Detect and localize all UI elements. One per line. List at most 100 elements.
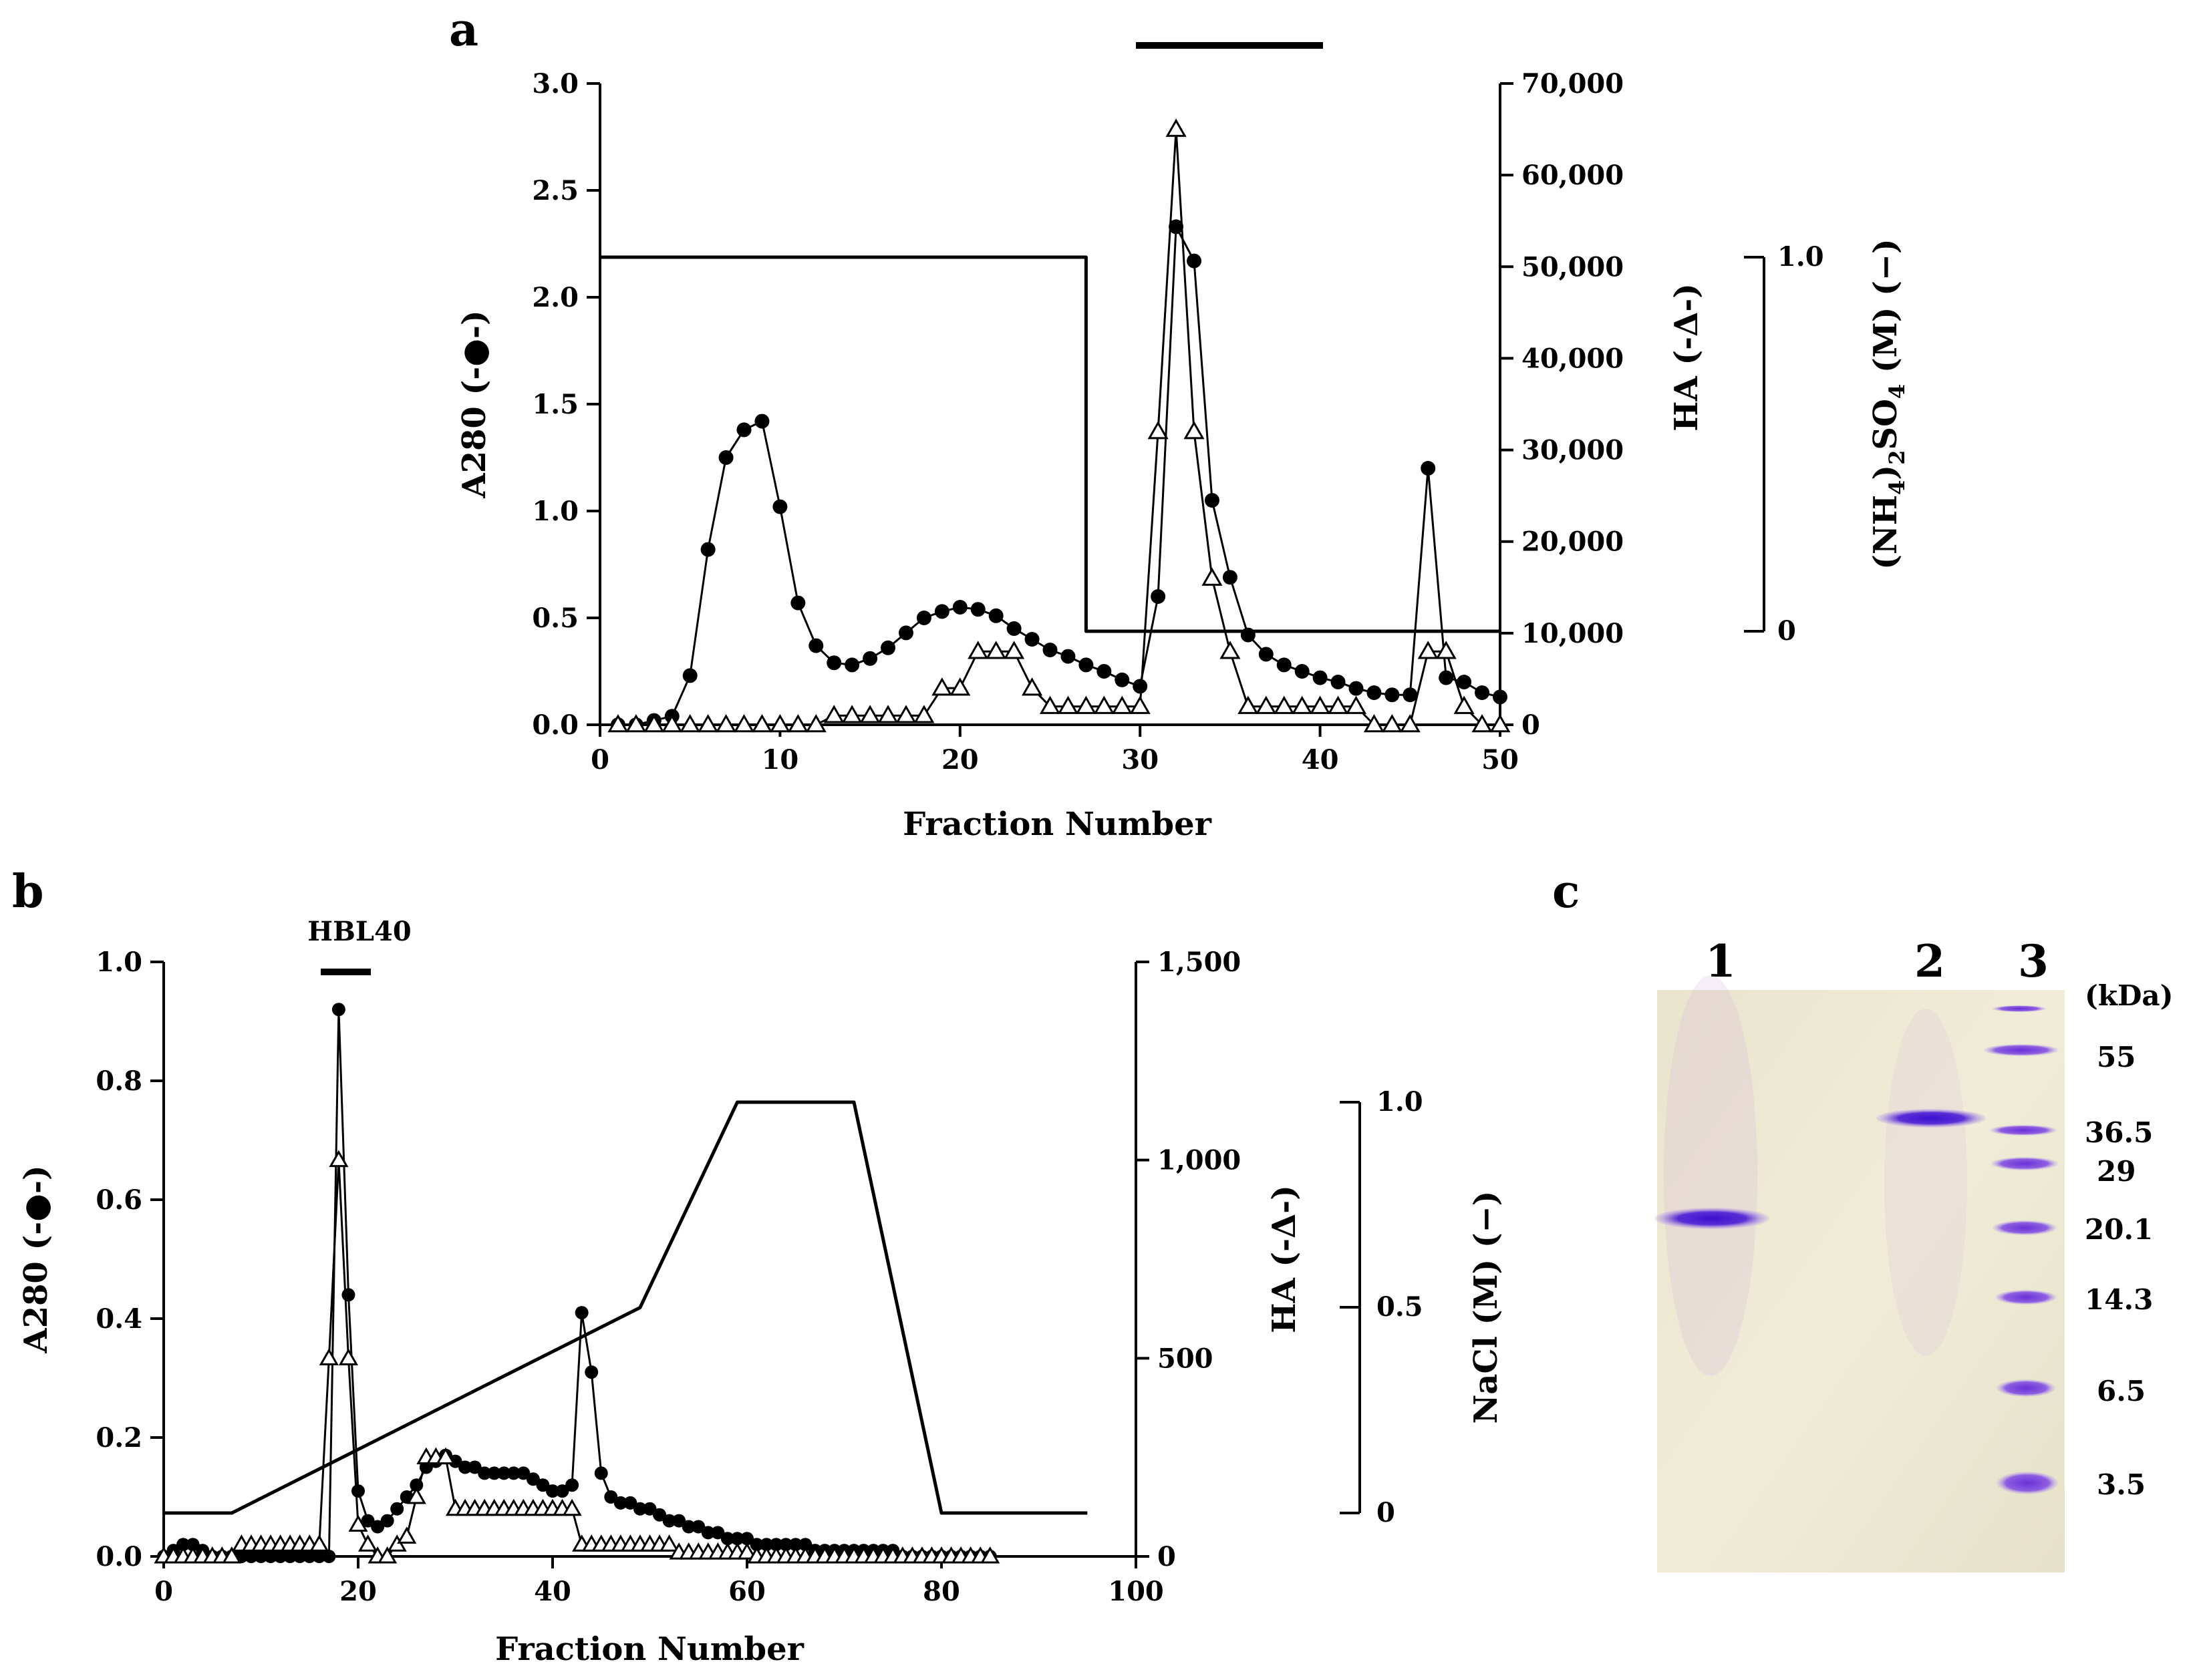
a280-point bbox=[779, 1538, 793, 1552]
a280-point bbox=[1330, 675, 1346, 689]
ha-point bbox=[348, 1514, 368, 1532]
a280-point bbox=[711, 1526, 725, 1540]
ha-point bbox=[378, 1546, 398, 1564]
ha-point bbox=[733, 713, 755, 733]
y2-tick-label: 70,000 bbox=[1521, 68, 1624, 100]
y2-tick-label: 1,000 bbox=[1157, 1145, 1241, 1176]
ha-point bbox=[562, 1498, 582, 1516]
a280-point bbox=[772, 499, 788, 514]
gel-lane-1-label: 1 bbox=[1705, 935, 1736, 987]
a280-point bbox=[506, 1466, 521, 1480]
a280-point bbox=[633, 1502, 647, 1516]
a280-point bbox=[458, 1460, 472, 1474]
ha-point bbox=[222, 1546, 242, 1564]
ha-point bbox=[357, 1534, 378, 1552]
gel-marker-band-14-3 bbox=[1995, 1290, 2057, 1305]
ha-point bbox=[931, 677, 953, 696]
a280-point bbox=[176, 1538, 190, 1552]
series-line--nh4-2so4 bbox=[600, 255, 1500, 633]
a280-point bbox=[970, 602, 986, 617]
a280-point bbox=[682, 668, 698, 683]
ha-point bbox=[1471, 713, 1493, 733]
panel-b-x-ticks: 0 20 40 60 80 100 bbox=[154, 1556, 1164, 1607]
panel-b-salt-scale: 1.0 0.5 0 bbox=[1340, 1086, 1423, 1528]
gel-marker-band-55 bbox=[1984, 1044, 2059, 1056]
x-tick-label: 40 bbox=[534, 1576, 571, 1607]
a280-point bbox=[303, 1550, 317, 1563]
ha-point bbox=[662, 713, 683, 733]
y-tick-label: 3.0 bbox=[532, 68, 579, 100]
a280-point bbox=[740, 1532, 754, 1546]
panel-a-y-title: A280 (-●-) bbox=[456, 310, 493, 498]
gel-mw-20-1: 20.1 bbox=[2085, 1213, 2153, 1246]
y-tick-label: 1.5 bbox=[532, 389, 579, 420]
a280-point bbox=[1294, 664, 1310, 679]
y2-tick-label: 30,000 bbox=[1521, 435, 1624, 466]
panel-a-label: a bbox=[449, 3, 478, 57]
a280-point bbox=[701, 1526, 715, 1540]
ha-point bbox=[980, 1546, 1000, 1564]
panel-b-plot bbox=[154, 1003, 1088, 1564]
panel-c-label: c bbox=[1552, 865, 1580, 918]
gel-lane-1-band bbox=[1654, 1208, 1769, 1229]
gel-mw-36-5: 36.5 bbox=[2085, 1116, 2153, 1149]
a280-point bbox=[1403, 687, 1418, 703]
gel-mw-14-3: 14.3 bbox=[2085, 1283, 2153, 1316]
ha-point bbox=[1435, 641, 1457, 659]
ha-point bbox=[841, 705, 863, 723]
gel-mw-3-5: 3.5 bbox=[2097, 1468, 2146, 1501]
a280-point bbox=[798, 1538, 813, 1552]
a280-point bbox=[1457, 675, 1472, 689]
a280-point bbox=[448, 1454, 462, 1468]
a280-point bbox=[341, 1288, 355, 1302]
y-tick-label: 0.0 bbox=[532, 709, 579, 741]
a280-point bbox=[526, 1472, 540, 1486]
ha-point bbox=[643, 713, 665, 733]
a280-point bbox=[517, 1466, 531, 1480]
a280-point bbox=[1204, 493, 1219, 508]
panel-b-salt-tick-min: 0 bbox=[1376, 1497, 1395, 1528]
a280-point bbox=[361, 1514, 375, 1528]
panel-a-x-title: Fraction Number bbox=[903, 806, 1212, 843]
a280-point bbox=[565, 1478, 579, 1492]
a280-point bbox=[1258, 647, 1274, 662]
a280-point bbox=[1493, 689, 1507, 705]
panel-a: a 0.0 0.5 1.0 1.5 2.0 2.5 3.0 0 10,000 20,000 30,… bbox=[449, 3, 1910, 843]
ha-point bbox=[436, 1447, 456, 1465]
gel-mw-55: 55 bbox=[2097, 1041, 2136, 1073]
panel-b-label: b bbox=[12, 865, 44, 918]
panel-a-salt-scale: 1.0 0 bbox=[1744, 241, 1824, 647]
a280-point bbox=[594, 1466, 608, 1480]
gel-marker-band-20-1 bbox=[1993, 1220, 2057, 1235]
a280-point bbox=[351, 1484, 365, 1498]
gel-marker-band-29 bbox=[1991, 1157, 2058, 1170]
ha-point bbox=[1129, 695, 1151, 714]
a280-point bbox=[244, 1550, 258, 1563]
a280-point bbox=[1366, 685, 1382, 700]
a280-point bbox=[1276, 657, 1292, 673]
gel-marker-band-6-5 bbox=[1997, 1379, 2055, 1397]
y-tick-label: 1.0 bbox=[532, 496, 579, 527]
ha-point bbox=[1039, 695, 1061, 714]
a280-point bbox=[331, 1003, 345, 1017]
a280-point bbox=[720, 1532, 734, 1546]
ha-point bbox=[607, 713, 629, 733]
a280-point bbox=[662, 1514, 676, 1528]
panel-a-plot bbox=[600, 118, 1511, 733]
ha-point bbox=[1292, 695, 1313, 714]
y-tick-label: 2.0 bbox=[532, 282, 579, 313]
y2-tick-label: 40,000 bbox=[1521, 343, 1624, 374]
ha-point bbox=[968, 641, 989, 659]
y2-tick-label: 50,000 bbox=[1521, 251, 1624, 283]
ha-point bbox=[737, 1542, 757, 1560]
ha-point bbox=[1345, 695, 1367, 714]
a280-point bbox=[672, 1514, 686, 1528]
a280-point bbox=[1151, 589, 1166, 604]
a280-point bbox=[497, 1466, 511, 1480]
y-tick-label: 0.4 bbox=[96, 1303, 142, 1335]
x-tick-label: 80 bbox=[923, 1576, 960, 1607]
y-tick-label: 0.0 bbox=[96, 1541, 142, 1572]
ha-point bbox=[769, 713, 790, 733]
ha-point bbox=[877, 705, 899, 723]
